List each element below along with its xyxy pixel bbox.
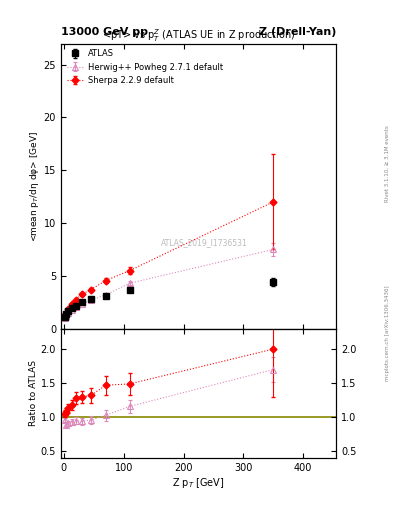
Title: <pT> vs p$_T^Z$ (ATLAS UE in Z production): <pT> vs p$_T^Z$ (ATLAS UE in Z productio… (102, 27, 295, 44)
Y-axis label: Ratio to ATLAS: Ratio to ATLAS (29, 360, 38, 426)
Text: mcplots.cern.ch [arXiv:1306.3436]: mcplots.cern.ch [arXiv:1306.3436] (385, 285, 389, 380)
Legend: ATLAS, Herwig++ Powheg 2.7.1 default, Sherpa 2.2.9 default: ATLAS, Herwig++ Powheg 2.7.1 default, Sh… (65, 48, 224, 87)
Text: ATLAS_2019_I1736531: ATLAS_2019_I1736531 (161, 239, 247, 248)
Text: Z (Drell-Yan): Z (Drell-Yan) (259, 27, 336, 37)
Text: Rivet 3.1.10, ≥ 3.1M events: Rivet 3.1.10, ≥ 3.1M events (385, 125, 389, 202)
Text: 13000 GeV pp: 13000 GeV pp (61, 27, 148, 37)
Y-axis label: <mean p$_T$/dη dφ> [GeV]: <mean p$_T$/dη dφ> [GeV] (28, 131, 41, 242)
X-axis label: Z p$_T$ [GeV]: Z p$_T$ [GeV] (172, 476, 225, 490)
